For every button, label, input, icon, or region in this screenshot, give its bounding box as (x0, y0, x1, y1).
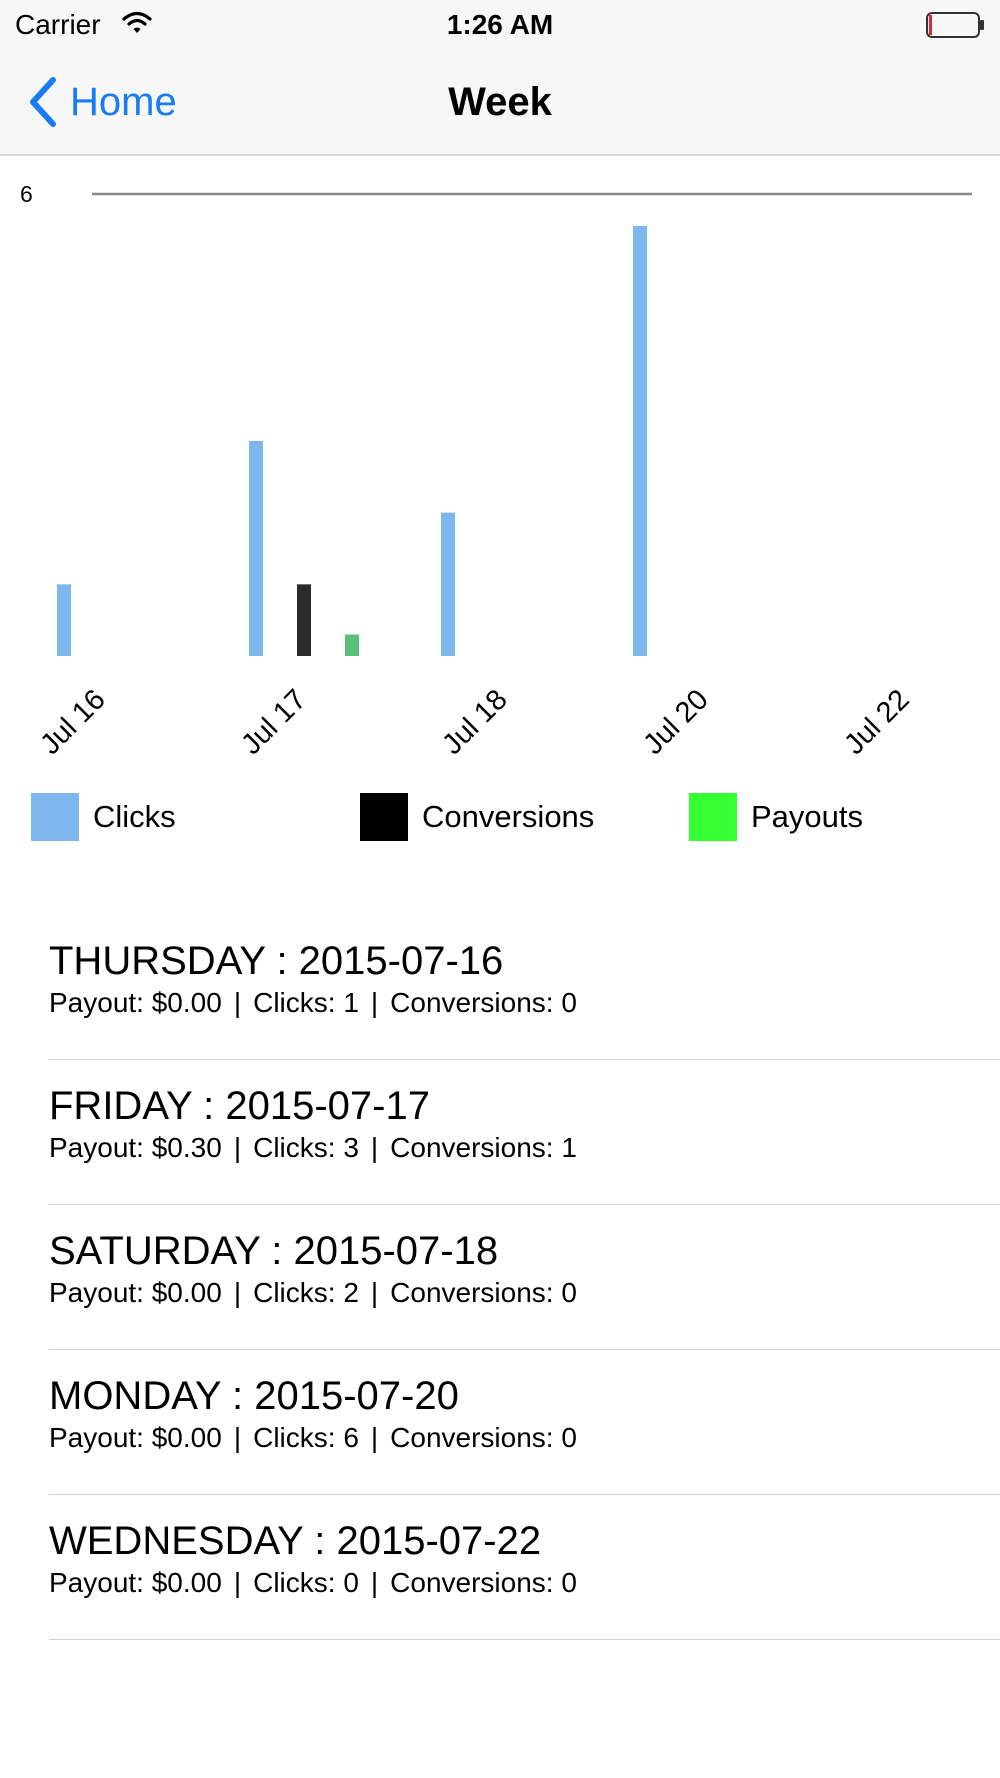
clicks-value: Clicks: 0 (253, 1567, 359, 1598)
back-button[interactable]: Home (26, 74, 177, 130)
day-title: MONDAY : 2015-07-20 (49, 1374, 459, 1418)
chevron-left-icon (30, 77, 56, 127)
y-tick-label: 6 (20, 181, 33, 207)
list-item[interactable]: MONDAY : 2015-07-20 Payout: $0.00 | Clicks… (49, 1350, 1000, 1495)
conversions-value: Conversions: 0 (390, 1422, 577, 1453)
day-stats: Payout: $0.00 | Clicks: 2 | Conversions: 0 (49, 1275, 577, 1311)
carrier-label: Carrier (15, 9, 101, 40)
day-title: THURSDAY : 2015-07-16 (49, 939, 504, 983)
conversions-value: Conversions: 1 (390, 1132, 577, 1163)
separator: | (233, 1422, 242, 1453)
clicks-value: Clicks: 6 (253, 1422, 359, 1453)
weekly-bar-chart: 6 Jul 16 Jul 17 Jul 18 Jul 20 Jul 22 (0, 156, 1000, 772)
legend-item-payouts: Payouts (689, 792, 863, 842)
payout-value: Payout: $0.00 (49, 987, 222, 1018)
bar-clicks-jul-16 (57, 584, 71, 656)
separator: | (233, 1567, 242, 1598)
separator: | (370, 1132, 379, 1163)
bar-payouts-jul-17 (345, 634, 359, 656)
clicks-value: Clicks: 2 (253, 1277, 359, 1308)
list-item[interactable]: SATURDAY : 2015-07-18 Payout: $0.00 | Clic… (49, 1205, 1000, 1350)
x-tick-label: Jul 17 (235, 684, 312, 761)
bar-clicks-jul-20 (633, 226, 647, 656)
x-tick-label: Jul 18 (436, 684, 513, 761)
conversions-value: Conversions: 0 (390, 987, 577, 1018)
back-button-label: Home (70, 80, 177, 124)
day-stats: Payout: $0.00 | Clicks: 6 | Conversions: 0 (49, 1420, 577, 1456)
conversions-value: Conversions: 0 (390, 1277, 577, 1308)
x-tick-label: Jul 22 (838, 684, 915, 761)
legend-swatch-clicks (31, 793, 79, 841)
legend-label-conversions: Conversions (422, 799, 595, 834)
status-bar: Carrier 1:26 AM (0, 0, 1000, 50)
payout-value: Payout: $0.00 (49, 1422, 222, 1453)
separator: | (233, 1132, 242, 1163)
legend-swatch-payouts (689, 793, 737, 841)
payout-value: Payout: $0.30 (49, 1132, 222, 1163)
day-stats: Payout: $0.30 | Clicks: 3 | Conversions: 1 (49, 1130, 577, 1166)
bar-clicks-jul-18 (441, 512, 455, 656)
legend-label-clicks: Clicks (93, 799, 176, 834)
day-stats: Payout: $0.00 | Clicks: 0 | Conversions: 0 (49, 1565, 577, 1601)
separator: | (370, 1567, 379, 1598)
x-tick-label: Jul 20 (637, 684, 714, 761)
separator: | (233, 987, 242, 1018)
page-title: Week (448, 80, 552, 124)
status-time: 1:26 AM (446, 9, 554, 40)
chart-legend: Clicks Conversions Payouts (0, 792, 1000, 842)
day-title: FRIDAY : 2015-07-17 (49, 1084, 430, 1128)
battery-icon (926, 12, 984, 38)
x-tick-label: Jul 16 (34, 684, 111, 761)
legend-item-clicks: Clicks (31, 792, 176, 842)
day-list: THURSDAY : 2015-07-16 Payout: $0.00 | Clic… (0, 915, 1000, 1640)
separator: | (370, 1277, 379, 1308)
navigation-bar: Home Week (0, 50, 1000, 156)
conversions-value: Conversions: 0 (390, 1567, 577, 1598)
list-item[interactable]: WEDNESDAY : 2015-07-22 Payout: $0.00 | Cli… (49, 1495, 1000, 1640)
legend-label-payouts: Payouts (751, 799, 864, 834)
clicks-value: Clicks: 1 (253, 987, 359, 1018)
clicks-value: Clicks: 3 (253, 1132, 359, 1163)
legend-item-conversions: Conversions (360, 792, 594, 842)
day-title: WEDNESDAY : 2015-07-22 (49, 1519, 542, 1563)
day-stats: Payout: $0.00 | Clicks: 1 | Conversions: 0 (49, 985, 577, 1021)
list-item[interactable]: THURSDAY : 2015-07-16 Payout: $0.00 | Clic… (49, 915, 1000, 1060)
bar-clicks-jul-17 (249, 441, 263, 656)
payout-value: Payout: $0.00 (49, 1277, 222, 1308)
bar-conversions-jul-17 (297, 584, 311, 656)
payout-value: Payout: $0.00 (49, 1567, 222, 1598)
chart-canvas: 6 Jul 16 Jul 17 Jul 18 Jul 20 Jul 22 (20, 181, 972, 761)
separator: | (370, 1422, 379, 1453)
wifi-icon (122, 11, 152, 33)
separator: | (233, 1277, 242, 1308)
separator: | (370, 987, 379, 1018)
list-item[interactable]: FRIDAY : 2015-07-17 Payout: $0.30 | Clicks… (49, 1060, 1000, 1205)
day-title: SATURDAY : 2015-07-18 (49, 1229, 499, 1273)
legend-swatch-conversions (360, 793, 408, 841)
